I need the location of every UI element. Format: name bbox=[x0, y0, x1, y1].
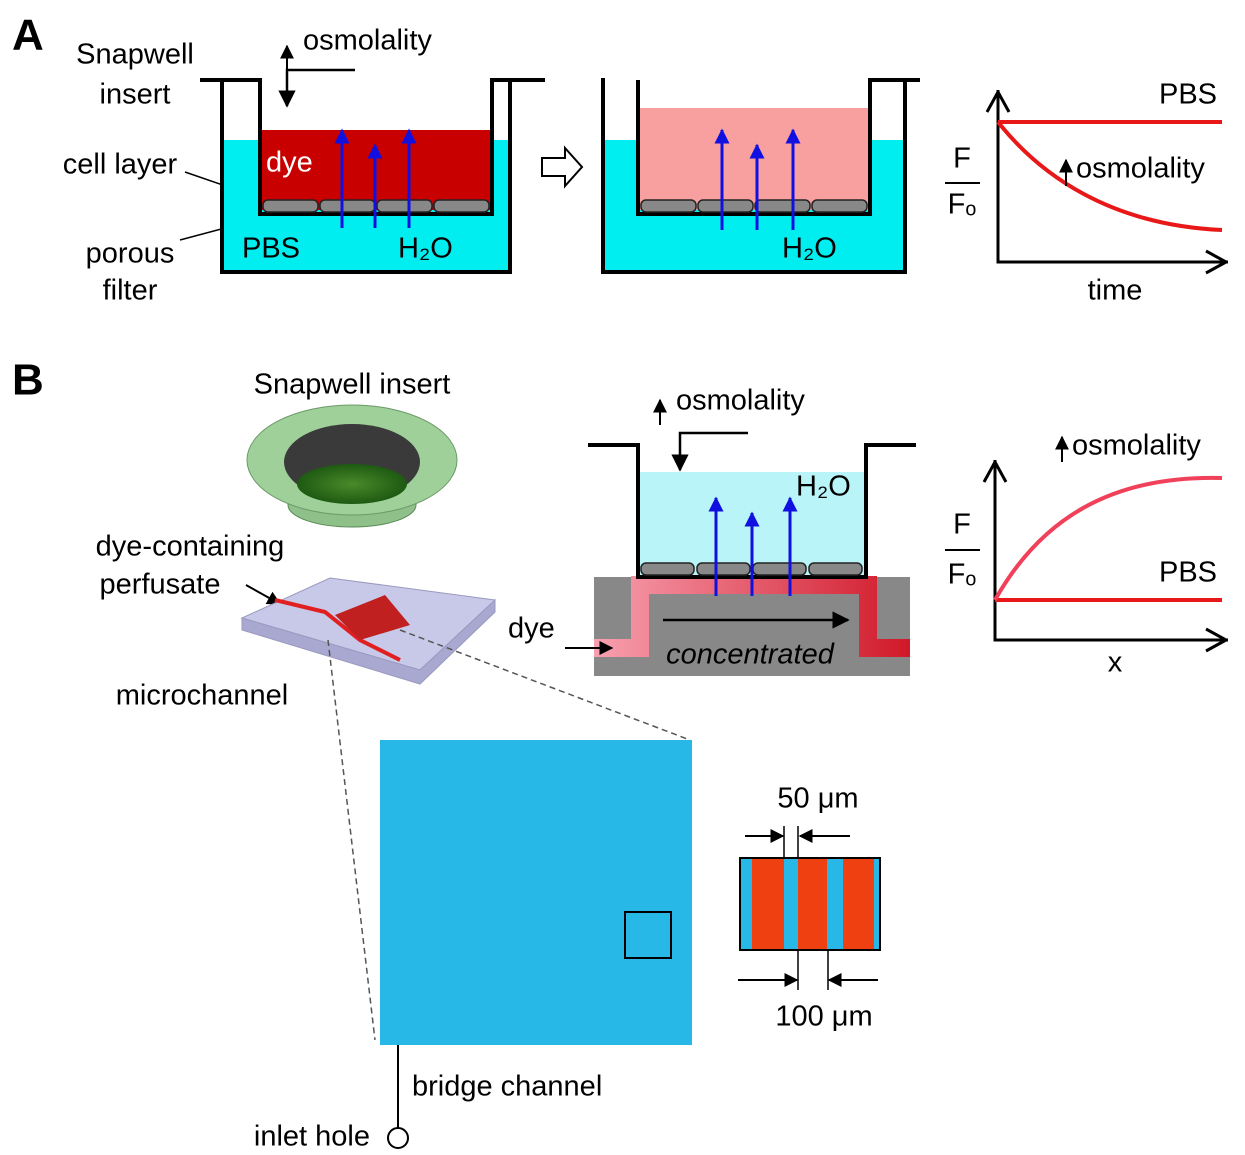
label: H₂O bbox=[398, 233, 453, 265]
label: perfusate bbox=[100, 569, 221, 601]
dimension-label: 100 μm bbox=[775, 1001, 872, 1033]
label: porous bbox=[86, 238, 175, 270]
label: H₂O bbox=[782, 233, 837, 265]
label: concentrated bbox=[666, 639, 835, 671]
label: PBS bbox=[242, 233, 300, 265]
label: Snapwell bbox=[76, 39, 194, 71]
series-label: PBS bbox=[1159, 79, 1217, 111]
chip bbox=[242, 578, 495, 684]
label: dye bbox=[266, 147, 313, 179]
serpentine-bg bbox=[380, 740, 692, 1045]
figure: A Snapwell insert cell layer porous filt… bbox=[0, 0, 1245, 1155]
y-label: Fₒ bbox=[948, 559, 977, 591]
add-arrow bbox=[680, 433, 748, 470]
label: microchannel bbox=[116, 680, 288, 712]
series-label: osmolality bbox=[1076, 153, 1205, 185]
label: insert bbox=[100, 79, 171, 111]
y-label: F bbox=[953, 143, 971, 175]
y-label: Fₒ bbox=[948, 189, 977, 221]
add-arrow bbox=[287, 70, 355, 106]
label: filter bbox=[103, 275, 158, 307]
label: dye bbox=[508, 613, 555, 645]
label: bridge channel bbox=[412, 1071, 602, 1103]
label: cell layer bbox=[63, 149, 178, 181]
transition-arrow bbox=[542, 148, 582, 186]
x-label: time bbox=[1088, 275, 1143, 307]
label: H₂O bbox=[796, 471, 851, 503]
inlet-hole bbox=[388, 1128, 408, 1148]
snapwell-3d bbox=[247, 405, 457, 527]
series-label: osmolality bbox=[1072, 430, 1201, 462]
detail-channels bbox=[752, 859, 874, 949]
series-label: PBS bbox=[1159, 557, 1217, 589]
x-label: x bbox=[1108, 647, 1123, 679]
panel-label: B bbox=[12, 356, 44, 405]
label: dye-containing bbox=[96, 531, 285, 563]
label: osmolality bbox=[303, 25, 432, 57]
label: Snapwell insert bbox=[254, 369, 451, 401]
dimension-label: 50 μm bbox=[777, 783, 858, 815]
label: osmolality bbox=[676, 385, 805, 417]
y-label: F bbox=[953, 509, 971, 541]
zoom-line bbox=[328, 640, 375, 1040]
label: inlet hole bbox=[254, 1121, 370, 1153]
panel-label: A bbox=[12, 11, 44, 60]
diluted-dye bbox=[638, 108, 870, 210]
